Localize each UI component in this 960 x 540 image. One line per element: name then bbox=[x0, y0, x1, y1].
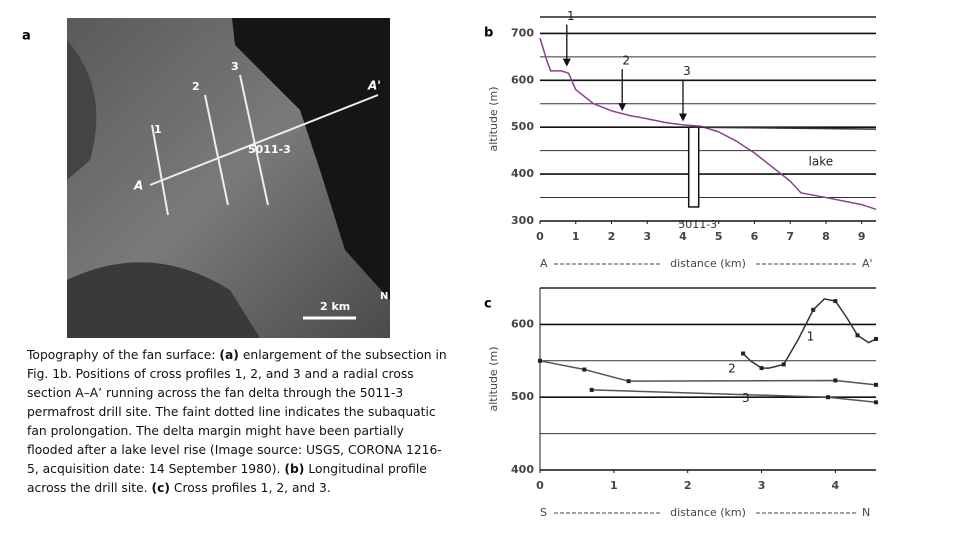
point bbox=[811, 307, 816, 312]
x-tick-label: 2 bbox=[608, 230, 616, 243]
image-label: 5011-3 bbox=[248, 143, 291, 156]
satellite-image: 1 2 3 A' A 5011-3 2 km N bbox=[67, 18, 390, 338]
series-label: 3 bbox=[742, 391, 750, 405]
y-tick-label: 500 bbox=[511, 120, 534, 133]
series-line bbox=[591, 389, 877, 404]
caption-text: (b) bbox=[284, 462, 305, 476]
terrain-shade bbox=[67, 40, 97, 180]
arrow-head bbox=[678, 113, 687, 122]
y-axis-label: altitude (m) bbox=[487, 87, 500, 152]
point bbox=[874, 400, 878, 405]
point bbox=[781, 362, 786, 367]
x-tick-label: 5 bbox=[715, 230, 723, 243]
x-axis-label: distance (km) bbox=[670, 257, 746, 270]
x-tick-label: 1 bbox=[572, 230, 580, 243]
arrow-label: 1 bbox=[567, 9, 575, 23]
y-tick-label: 500 bbox=[511, 390, 534, 403]
image-label: 3 bbox=[231, 60, 239, 73]
y-tick-label: 700 bbox=[511, 26, 534, 39]
y-tick-label: 600 bbox=[511, 317, 534, 330]
point bbox=[741, 351, 746, 356]
y-tick-label: 400 bbox=[511, 463, 534, 476]
point bbox=[874, 336, 878, 341]
lake-area bbox=[232, 18, 390, 300]
image-label: A bbox=[133, 179, 143, 193]
image-label: 2 bbox=[192, 80, 200, 93]
point bbox=[589, 387, 594, 392]
x-axis-start: S bbox=[540, 506, 547, 519]
x-tick-label: 2 bbox=[684, 479, 692, 492]
point bbox=[582, 367, 587, 372]
terrain-shade bbox=[67, 262, 260, 338]
arrow-head bbox=[562, 58, 571, 67]
image-label: 1 bbox=[154, 123, 162, 136]
point bbox=[626, 379, 631, 384]
x-tick-label: 7 bbox=[786, 230, 794, 243]
y-tick-label: 300 bbox=[511, 214, 534, 227]
series-line bbox=[539, 37, 877, 210]
profile-line bbox=[151, 124, 169, 216]
series-label: lake bbox=[809, 155, 834, 169]
x-tick-label: 9 bbox=[858, 230, 866, 243]
caption-text: (c) bbox=[151, 481, 170, 495]
profile-line bbox=[204, 94, 229, 206]
point bbox=[855, 333, 860, 338]
x-tick-label: 4 bbox=[679, 230, 687, 243]
caption-text: Topography of the fan surface: bbox=[27, 348, 220, 362]
x-tick-label: 0 bbox=[536, 230, 544, 243]
x-tick-label: 8 bbox=[822, 230, 830, 243]
profile-line bbox=[149, 94, 379, 186]
caption-text: (a) bbox=[219, 348, 239, 362]
series-line bbox=[539, 360, 877, 386]
arrow-label: 3 bbox=[683, 64, 691, 78]
x-axis-label: distance (km) bbox=[670, 506, 746, 519]
point bbox=[538, 358, 542, 363]
panel-label: a bbox=[22, 29, 31, 44]
y-tick-label: 400 bbox=[511, 167, 534, 180]
x-tick-label: 0 bbox=[536, 479, 544, 492]
point bbox=[759, 366, 764, 371]
y-axis-label: altitude (m) bbox=[487, 347, 500, 412]
x-tick-label: 4 bbox=[832, 479, 840, 492]
point bbox=[826, 395, 830, 400]
x-axis-end: N bbox=[862, 506, 870, 519]
image-label: A' bbox=[367, 79, 381, 93]
north-label: N bbox=[380, 291, 388, 302]
arrow-label: 2 bbox=[622, 54, 630, 68]
caption-text: Longitudinal profile across the drill si… bbox=[27, 462, 427, 495]
caption-text: Cross profiles 1, 2, and 3. bbox=[170, 481, 331, 495]
x-axis-start: A bbox=[540, 257, 548, 270]
caption: Topography of the fan surface: (a) enlar… bbox=[27, 346, 452, 498]
drill-label: 5011-3 bbox=[678, 218, 717, 231]
x-tick-label: 6 bbox=[751, 230, 759, 243]
panel-label: b bbox=[484, 26, 493, 41]
point bbox=[874, 382, 878, 387]
y-tick-label: 600 bbox=[511, 73, 534, 86]
series-line bbox=[693, 126, 877, 130]
x-tick-label: 1 bbox=[610, 479, 618, 492]
profile-line bbox=[239, 74, 269, 206]
x-tick-label: 3 bbox=[758, 479, 766, 492]
x-tick-label: 3 bbox=[643, 230, 651, 243]
caption-text: enlargement of the subsection in Fig. 1b… bbox=[27, 348, 447, 476]
x-axis-end: A' bbox=[862, 257, 873, 270]
point bbox=[833, 378, 838, 383]
point bbox=[833, 299, 838, 304]
drill-site bbox=[687, 126, 700, 208]
series-label: 1 bbox=[807, 329, 815, 343]
arrow-head bbox=[618, 103, 627, 112]
series-label: 2 bbox=[728, 361, 736, 375]
scale-label: 2 km bbox=[320, 300, 350, 313]
panel-label: c bbox=[484, 297, 492, 312]
